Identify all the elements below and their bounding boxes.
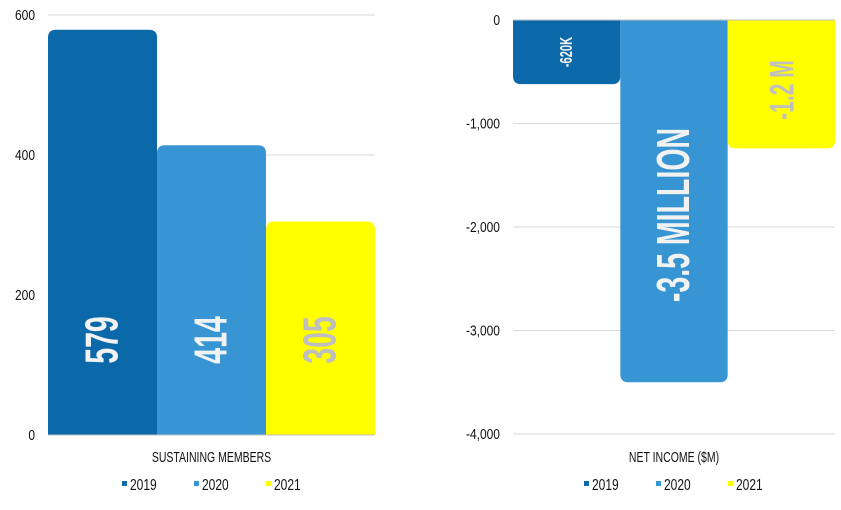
net-income-chart: 0 -1,000 -2,000 -3,000 -4,000 -620K -3.5 MILLI… [466,12,835,493]
legend-label: 2019 [592,475,619,493]
y-tick-label: 0 [28,427,35,444]
legend-swatch [194,481,199,486]
data-label: -1.2 M [762,60,800,120]
bar-2019 [48,29,157,435]
bar-2019 [513,20,621,85]
legend-swatch [728,481,733,486]
y-tick-label: -4,000 [466,426,500,443]
x-axis-label: SUSTAINING MEMBERS [152,448,272,465]
x-axis-label: NET INCOME ($M) [629,448,719,465]
y-tick-label: 200 [15,287,35,304]
legend-swatch [122,481,127,486]
data-label: 414 [186,316,238,364]
legend-swatch [656,481,661,486]
y-tick-label: 400 [15,147,35,164]
legend-label: 2019 [130,475,157,493]
y-tick-label: 600 [15,7,35,24]
legend-label: 2020 [202,475,229,493]
data-label: 305 [295,316,347,364]
legend-label: 2021 [274,475,301,493]
data-label: 579 [77,316,129,364]
bar-2021 [266,221,375,435]
y-tick-label: -3,000 [466,322,500,339]
y-tick-label: -1,000 [466,115,500,132]
legend-label: 2020 [664,475,691,493]
y-tick-label: 0 [493,12,500,29]
members-chart: 0 200 400 600 579 414 305 SUSTAINING MEMBERS 201… [15,7,375,493]
legend-label: 2021 [736,475,763,493]
data-label: -3.5 MILLION [648,128,700,302]
legend-swatch [266,481,271,486]
y-tick-label: -2,000 [466,219,500,236]
bar-2021 [727,20,835,149]
bar-2020 [620,20,728,383]
data-label: -620K [556,37,576,68]
bar-2020 [157,145,266,435]
legend-swatch [584,481,589,486]
